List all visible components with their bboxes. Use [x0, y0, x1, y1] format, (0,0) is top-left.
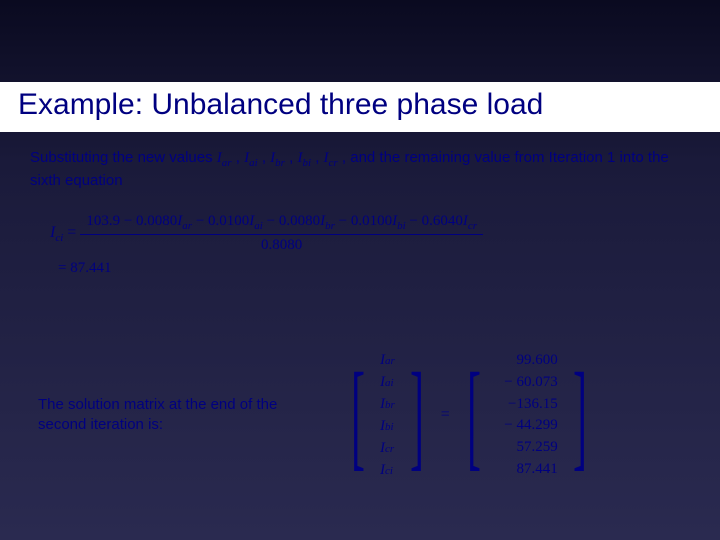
body-area: Substituting the new values Iar , Iai , … [30, 148, 690, 277]
equals-sign: = [437, 406, 454, 424]
slide-title: Example: Unbalanced three phase load [18, 88, 702, 122]
left-bracket-1: [ [351, 361, 365, 469]
matrix-labels-column: Iar Iai Ibr Ibi Icr Ici [378, 350, 397, 480]
intro-paragraph: Substituting the new values Iar , Iai , … [30, 148, 690, 191]
slide: Example: Unbalanced three phase load Sub… [0, 0, 720, 540]
equation-result: = 87.441 [58, 260, 690, 277]
solution-caption: The solution matrix at the end of the se… [38, 395, 318, 436]
solution-matrix: [ Iar Iai Ibr Ibi Icr Ici ] = [ 99.600 −… [338, 350, 600, 480]
left-bracket-2: [ [467, 361, 481, 469]
title-bar: Example: Unbalanced three phase load [0, 82, 720, 132]
right-bracket-2: ] [573, 361, 587, 469]
equation-numerator: 103.9 − 0.0080Iar − 0.0100Iai − 0.0080Ib… [80, 213, 483, 235]
equation-denominator: 0.8080 [80, 235, 483, 254]
right-bracket-1: ] [410, 361, 424, 469]
para1-prefix: Substituting the new values [30, 149, 217, 166]
equation-fraction: 103.9 − 0.0080Iar − 0.0100Iai − 0.0080Ib… [80, 213, 483, 254]
lower-row: The solution matrix at the end of the se… [38, 350, 690, 480]
eq-lhs: Ici = [50, 224, 80, 241]
equation-block: Ici = 103.9 − 0.0080Iar − 0.0100Iai − 0.… [50, 213, 690, 277]
matrix-values-column: 99.600 − 60.073 −136.15 − 44.299 57.259 … [494, 350, 560, 480]
